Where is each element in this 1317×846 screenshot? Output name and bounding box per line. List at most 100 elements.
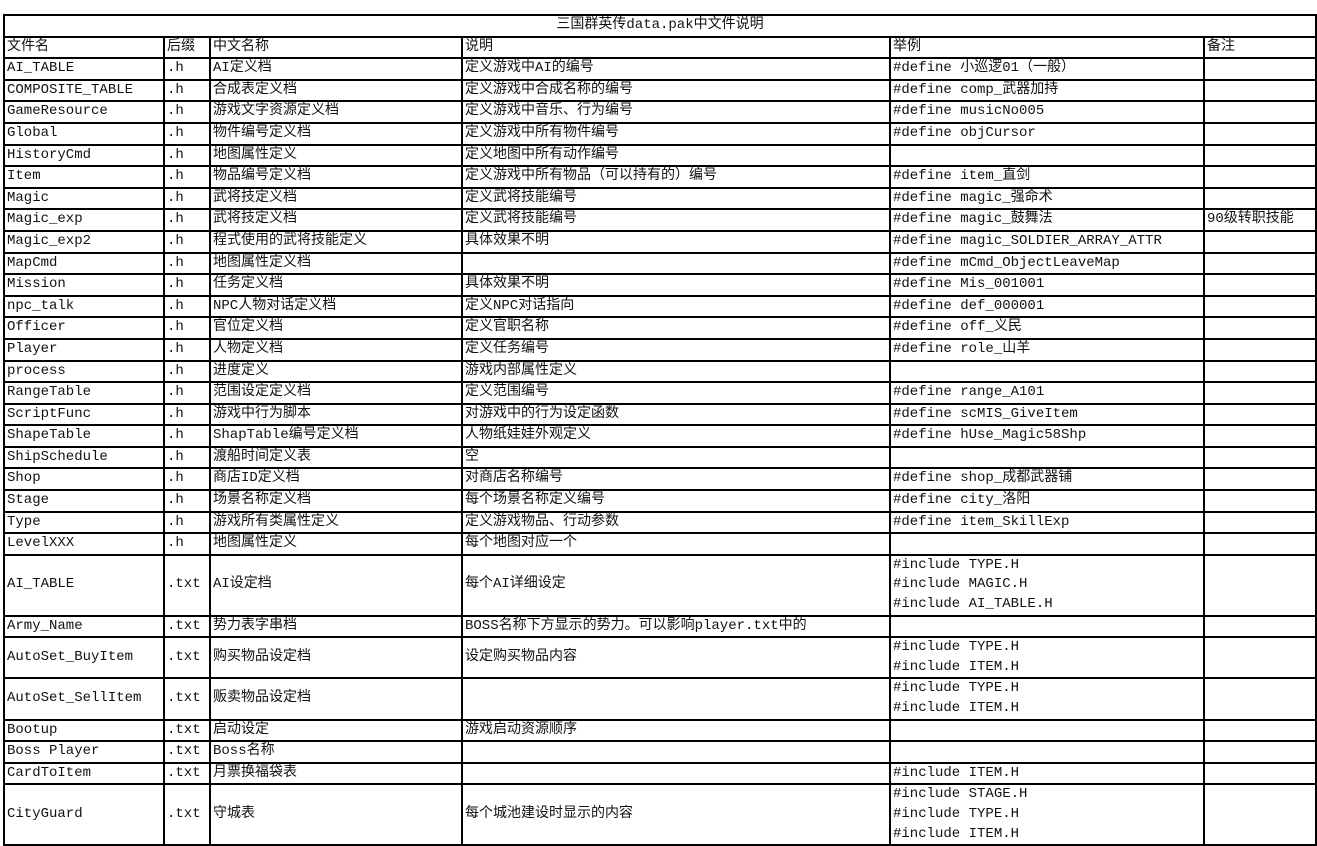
cell-example[interactable] (889, 445, 1205, 470)
cell-suffix[interactable]: .txt (163, 677, 211, 721)
header-description[interactable]: 说明 (461, 35, 891, 60)
cell-description[interactable]: 定义游戏物品、行动参数 (461, 510, 891, 535)
cell-notes[interactable] (1203, 251, 1317, 276)
cell-chinese-name[interactable]: 人物定义档 (209, 337, 463, 362)
cell-notes[interactable] (1203, 532, 1317, 556)
cell-description[interactable]: 每个场景名称定义编号 (461, 489, 891, 513)
cell-filename[interactable]: AutoSet_BuyItem (3, 636, 165, 680)
cell-suffix[interactable]: .h (163, 510, 211, 535)
cell-description[interactable] (461, 251, 891, 276)
cell-description[interactable] (461, 677, 891, 721)
cell-example[interactable]: #define magic_鼓舞法 (889, 208, 1205, 232)
cell-notes[interactable] (1203, 78, 1317, 103)
cell-chinese-name[interactable]: 势力表字串档 (209, 614, 463, 639)
header-chinese-name[interactable]: 中文名称 (209, 35, 463, 60)
cell-notes[interactable] (1203, 273, 1317, 297)
cell-suffix[interactable]: .h (163, 273, 211, 297)
header-example[interactable]: 举例 (889, 35, 1205, 60)
cell-filename[interactable]: HistoryCmd (3, 143, 165, 168)
cell-suffix[interactable]: .h (163, 489, 211, 513)
cell-notes[interactable] (1203, 143, 1317, 168)
cell-description[interactable]: 定义官职名称 (461, 316, 891, 340)
cell-suffix[interactable]: .txt (163, 553, 211, 617)
cell-notes[interactable] (1203, 57, 1317, 81)
cell-filename[interactable]: AI_TABLE (3, 553, 165, 617)
cell-chinese-name[interactable]: 地图属性定义档 (209, 251, 463, 276)
cell-filename[interactable]: LevelXXX (3, 532, 165, 556)
cell-chinese-name[interactable]: 游戏文字资源定义档 (209, 100, 463, 124)
cell-example[interactable]: #define shop_成都武器铺 (889, 467, 1205, 492)
cell-example[interactable]: #define objCursor (889, 121, 1205, 146)
cell-description[interactable] (461, 740, 891, 764)
cell-filename[interactable]: Global (3, 121, 165, 146)
header-filename[interactable]: 文件名 (3, 35, 165, 60)
cell-suffix[interactable]: .h (163, 57, 211, 81)
cell-chinese-name[interactable]: 守城表 (209, 783, 463, 846)
cell-suffix[interactable]: .h (163, 165, 211, 189)
cell-suffix[interactable]: .txt (163, 783, 211, 846)
cell-filename[interactable]: Mission (3, 273, 165, 297)
cell-suffix[interactable]: .h (163, 251, 211, 276)
cell-chinese-name[interactable]: ShapTable编号定义档 (209, 424, 463, 448)
cell-notes[interactable] (1203, 337, 1317, 362)
cell-suffix[interactable]: .h (163, 445, 211, 470)
cell-filename[interactable]: RangeTable (3, 381, 165, 405)
cell-chinese-name[interactable]: 物件编号定义档 (209, 121, 463, 146)
cell-description[interactable]: 定义NPC对话指向 (461, 294, 891, 319)
cell-suffix[interactable]: .h (163, 316, 211, 340)
cell-example[interactable]: #define item_SkillExp (889, 510, 1205, 535)
cell-description[interactable]: 定义武将技能编号 (461, 186, 891, 211)
cell-example[interactable]: #include TYPE.H #include ITEM.H (889, 677, 1205, 721)
cell-filename[interactable]: Shop (3, 467, 165, 492)
cell-suffix[interactable]: .txt (163, 614, 211, 639)
cell-description[interactable] (461, 761, 891, 786)
cell-notes[interactable] (1203, 229, 1317, 254)
cell-chinese-name[interactable]: 官位定义档 (209, 316, 463, 340)
cell-filename[interactable]: AutoSet_SellItem (3, 677, 165, 721)
cell-suffix[interactable]: .h (163, 424, 211, 448)
cell-example[interactable]: #include ITEM.H (889, 761, 1205, 786)
cell-chinese-name[interactable]: 物品编号定义档 (209, 165, 463, 189)
cell-notes[interactable] (1203, 186, 1317, 211)
cell-description[interactable]: 对商店名称编号 (461, 467, 891, 492)
cell-notes[interactable] (1203, 510, 1317, 535)
cell-suffix[interactable]: .h (163, 143, 211, 168)
cell-description[interactable]: 定义任务编号 (461, 337, 891, 362)
cell-chinese-name[interactable]: 进度定义 (209, 359, 463, 384)
cell-filename[interactable]: Army_Name (3, 614, 165, 639)
cell-chinese-name[interactable]: AI设定档 (209, 553, 463, 617)
cell-example[interactable] (889, 718, 1205, 743)
cell-example[interactable] (889, 359, 1205, 384)
cell-notes[interactable] (1203, 718, 1317, 743)
cell-example[interactable]: #include TYPE.H #include ITEM.H (889, 636, 1205, 680)
cell-chinese-name[interactable]: NPC人物对话定义档 (209, 294, 463, 319)
cell-notes[interactable] (1203, 359, 1317, 384)
cell-notes[interactable] (1203, 783, 1317, 846)
cell-suffix[interactable]: .h (163, 359, 211, 384)
cell-example[interactable]: #define hUse_Magic58Shp (889, 424, 1205, 448)
cell-filename[interactable]: Boss Player (3, 740, 165, 764)
cell-example[interactable]: #include STAGE.H #include TYPE.H #include … (889, 783, 1205, 846)
cell-example[interactable]: #define comp_武器加持 (889, 78, 1205, 103)
cell-example[interactable]: #define scMIS_GiveItem (889, 402, 1205, 427)
cell-suffix[interactable]: .h (163, 229, 211, 254)
cell-description[interactable]: 定义地图中所有动作编号 (461, 143, 891, 168)
cell-suffix[interactable]: .txt (163, 636, 211, 680)
cell-description[interactable]: 空 (461, 445, 891, 470)
cell-description[interactable]: 定义范围编号 (461, 381, 891, 405)
cell-description[interactable]: 每个AI详细设定 (461, 553, 891, 617)
cell-chinese-name[interactable]: AI定义档 (209, 57, 463, 81)
cell-notes[interactable] (1203, 445, 1317, 470)
cell-chinese-name[interactable]: Boss名称 (209, 740, 463, 764)
cell-description[interactable]: 定义游戏中所有物件编号 (461, 121, 891, 146)
cell-filename[interactable]: Player (3, 337, 165, 362)
cell-suffix[interactable]: .h (163, 532, 211, 556)
cell-chinese-name[interactable]: 地图属性定义 (209, 532, 463, 556)
cell-example[interactable]: #define off_义民 (889, 316, 1205, 340)
cell-filename[interactable]: MapCmd (3, 251, 165, 276)
cell-example[interactable] (889, 614, 1205, 639)
cell-example[interactable]: #define item_直剑 (889, 165, 1205, 189)
cell-notes[interactable]: 90级转职技能 (1203, 208, 1317, 232)
cell-notes[interactable] (1203, 381, 1317, 405)
cell-description[interactable]: 定义游戏中AI的编号 (461, 57, 891, 81)
